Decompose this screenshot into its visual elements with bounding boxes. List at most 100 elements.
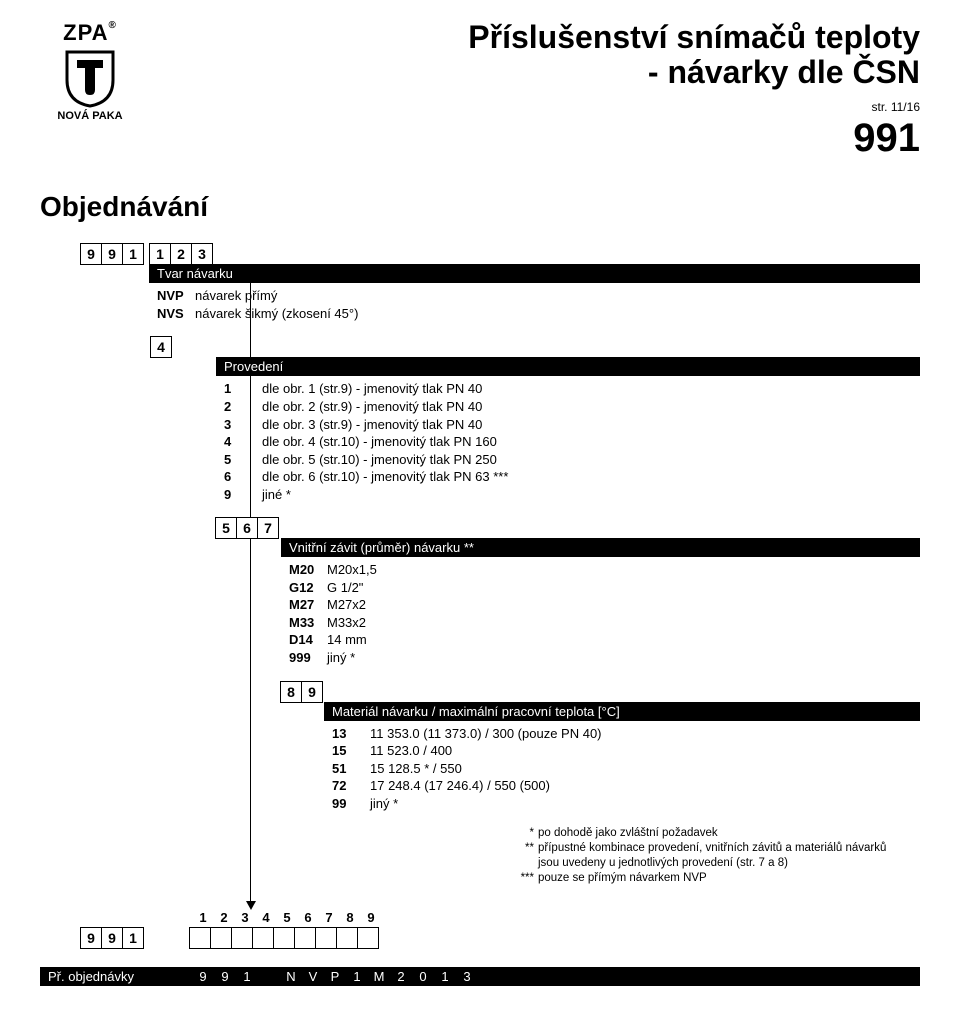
list-item: G12G 1/2" xyxy=(289,579,912,597)
item-key: 72 xyxy=(332,777,370,795)
bottom-row: 9 9 1 xyxy=(80,927,920,949)
item-val: dle obr. 1 (str.9) - jmenovitý tlak PN 4… xyxy=(262,381,482,396)
item-val: 15 128.5 * / 550 xyxy=(370,761,462,776)
num: 5 xyxy=(276,910,298,925)
cb xyxy=(336,927,358,949)
cb: 9 xyxy=(80,927,102,949)
list-item: 7217 248.4 (17 246.4) / 550 (500) xyxy=(332,777,912,795)
item-val: jiné * xyxy=(262,487,291,502)
cb: 3 xyxy=(191,243,213,265)
list-item: M20M20x1,5 xyxy=(289,561,912,579)
list-item: 3dle obr. 3 (str.9) - jmenovitý tlak PN … xyxy=(224,416,912,434)
cb xyxy=(231,927,253,949)
list-item: 99jiný * xyxy=(332,795,912,813)
footnote-text: přípustné kombinace provedení, vnitřních… xyxy=(538,842,886,854)
num: 4 xyxy=(255,910,277,925)
cb: 9 xyxy=(101,927,123,949)
section-title: Objednávání xyxy=(40,191,920,223)
item-key: NVS xyxy=(157,305,195,323)
list-item: NVPnávarek přímý xyxy=(157,287,912,305)
row-provedeni: 4 Provedení 1dle obr. 1 (str.9) - jmenov… xyxy=(150,336,920,505)
page-code: 991 xyxy=(190,116,920,161)
order-example-label: Př. objednávky xyxy=(48,969,188,984)
order-example-cells: 9 9 1 N V P 1 M 2 0 1 3 xyxy=(192,969,478,984)
item-key: 3 xyxy=(224,416,262,434)
list-item: M33M33x2 xyxy=(289,614,912,632)
item-val: jiný * xyxy=(327,650,355,665)
bottom-block: 1 2 3 4 5 6 7 8 9 9 9 1 xyxy=(80,910,920,949)
cb xyxy=(252,927,274,949)
cb: 6 xyxy=(236,517,258,539)
item-key: 4 xyxy=(224,433,262,451)
list-item: NVSnávarek šikmý (zkosení 45°) xyxy=(157,305,912,323)
item-key: 51 xyxy=(332,760,370,778)
item-key: 5 xyxy=(224,451,262,469)
list-provedeni: 1dle obr. 1 (str.9) - jmenovitý tlak PN … xyxy=(216,376,920,505)
logo-subtitle: NOVÁ PAKA xyxy=(40,110,140,122)
head-tvar: Tvar návarku xyxy=(149,264,920,283)
cb: 1 xyxy=(122,243,144,265)
list-item: 5115 128.5 * / 550 xyxy=(332,760,912,778)
cb: 1 xyxy=(122,927,144,949)
item-val: návarek šikmý (zkosení 45°) xyxy=(195,306,358,321)
list-item: 999jiný * xyxy=(289,649,912,667)
item-val: M20x1,5 xyxy=(327,562,377,577)
item-val: M27x2 xyxy=(327,597,366,612)
logo-text: ZPA® xyxy=(40,20,140,46)
cb: 2 xyxy=(170,243,192,265)
order-example-bar: Př. objednávky 9 9 1 N V P 1 M 2 0 1 3 xyxy=(40,967,920,986)
item-val: dle obr. 6 (str.10) - jmenovitý tlak PN … xyxy=(262,469,508,484)
item-key: M20 xyxy=(289,561,327,579)
item-key: 6 xyxy=(224,468,262,486)
cb: 5 xyxy=(215,517,237,539)
row-zavit: 5 6 7 Vnitřní závit (průměr) návarku ** … xyxy=(215,517,920,668)
cell xyxy=(258,969,280,984)
page-title-l2: - návarky dle ČSN xyxy=(190,55,920,90)
cb xyxy=(357,927,379,949)
position-numbers: 1 2 3 4 5 6 7 8 9 xyxy=(192,910,920,925)
cell: 1 xyxy=(346,969,368,984)
num: 3 xyxy=(234,910,256,925)
head-material: Materiál návarku / maximální pracovní te… xyxy=(324,702,920,721)
cb xyxy=(210,927,232,949)
footnote: *po dohodě jako zvláštní požadavek xyxy=(510,826,920,841)
col-tvar: 1 2 3 Tvar návarku NVPnávarek přímý NVSn… xyxy=(149,243,920,324)
list-item: 2dle obr. 2 (str.9) - jmenovitý tlak PN … xyxy=(224,398,912,416)
cell: 2 xyxy=(390,969,412,984)
list-item: 5dle obr. 5 (str.10) - jmenovitý tlak PN… xyxy=(224,451,912,469)
footnote: **přípustné kombinace provedení, vnitřní… xyxy=(510,841,920,856)
item-val: dle obr. 4 (str.10) - jmenovitý tlak PN … xyxy=(262,434,497,449)
page-header: Příslušenství snímačů teploty - návarky … xyxy=(190,20,920,161)
item-key: M27 xyxy=(289,596,327,614)
empty-boxes xyxy=(189,927,378,949)
cell: P xyxy=(324,969,346,984)
item-key: 999 xyxy=(289,649,327,667)
num: 7 xyxy=(318,910,340,925)
item-key: D14 xyxy=(289,631,327,649)
cb: 4 xyxy=(150,336,172,358)
item-val: 11 353.0 (11 373.0) / 300 (pouze PN 40) xyxy=(370,726,602,741)
cb: 8 xyxy=(280,681,302,703)
cb xyxy=(273,927,295,949)
cb xyxy=(189,927,211,949)
num: 2 xyxy=(213,910,235,925)
cell: 9 xyxy=(214,969,236,984)
row-tvar: 9 9 1 1 2 3 Tvar návarku NVPnávarek přím… xyxy=(80,243,920,324)
num: 9 xyxy=(360,910,382,925)
cell: 0 xyxy=(412,969,434,984)
pos-4: 4 xyxy=(150,336,171,358)
cell: N xyxy=(280,969,302,984)
item-val: jiný * xyxy=(370,796,398,811)
cb: 9 xyxy=(301,681,323,703)
footnotes: *po dohodě jako zvláštní požadavek **pří… xyxy=(510,826,920,886)
list-item: 4dle obr. 4 (str.10) - jmenovitý tlak PN… xyxy=(224,433,912,451)
list-tvar: NVPnávarek přímý NVSnávarek šikmý (zkose… xyxy=(149,283,920,324)
code-991: 9 9 1 xyxy=(80,243,143,265)
list-zavit: M20M20x1,5 G12G 1/2" M27M27x2 M33M33x2 D… xyxy=(281,557,920,668)
code-991-bottom: 9 9 1 xyxy=(80,927,143,949)
item-key: NVP xyxy=(157,287,195,305)
item-val: 14 mm xyxy=(327,632,367,647)
cb: 9 xyxy=(101,243,123,265)
item-val: dle obr. 3 (str.9) - jmenovitý tlak PN 4… xyxy=(262,417,482,432)
list-item: 1511 523.0 / 400 xyxy=(332,742,912,760)
